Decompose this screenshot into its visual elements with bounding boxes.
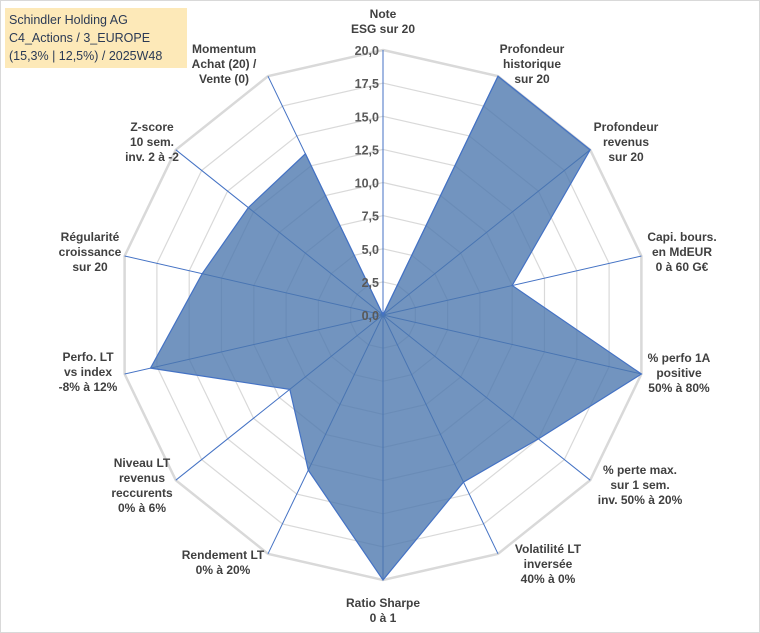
tick-label: 2,5 [362,276,379,290]
axis-label-line: Achat (20) / [192,57,257,71]
tick-label: 10,0 [355,177,379,191]
axis-label-line: Perfo. LT [62,350,114,364]
axis-label-line: sur 1 sem. [610,478,669,492]
tick-label: 5,0 [362,243,379,257]
axis-label: Régularité croissance sur 20 [59,230,122,274]
axis-label-line: Rendement LT [182,548,265,562]
axis-label-line: historique [503,57,561,71]
tick-label: 20,0 [355,44,379,58]
axis-label-line: 40% à 0% [521,572,576,586]
axis-label-line: croissance [59,245,122,259]
axis-label-line: Profondeur [594,120,659,134]
chart-title-line: (15,3% | 12,5%) / 2025W48 [9,49,163,63]
axis-label-line: Régularité [61,230,120,244]
axis-label-line: vs index [64,365,112,379]
axis-label: Volatilité LT inversée 40% à 0% [515,542,582,586]
axis-label-line: reccurents [111,486,173,500]
axis-label-line: Volatilité LT [515,542,582,556]
axis-label-line: inv. 50% à 20% [598,493,683,507]
axis-label-line: Ratio Sharpe [346,596,420,610]
chart-title-line: C4_Actions / 3_EUROPE [9,31,151,45]
axis-label-line: 10 sem. [130,135,174,149]
axis-label-line: % perte max. [603,463,677,477]
axis-label: Profondeur historique sur 20 [500,42,565,86]
axis-label: Z-score 10 sem. inv. 2 à -2 [125,120,179,164]
tick-label: 12,5 [355,143,379,157]
axis-label-line: 0% à 6% [118,501,166,515]
axis-label-line: 0 à 1 [370,611,397,625]
axis-label: Niveau LT revenus reccurents 0% à 6% [111,456,173,515]
axis-label-line: Z-score [130,120,174,134]
axis-label-line: positive [656,366,702,380]
axis-label-line: % perfo 1A [648,351,711,365]
axis-label-line: Note [370,7,397,21]
axis-label-line: sur 20 [608,150,644,164]
axis-label-line: Profondeur [500,42,565,56]
axis-label-line: revenus [119,471,165,485]
axis-label-line: Momentum [192,42,256,56]
axis-label-line: Niveau LT [114,456,171,470]
axis-label-line: 50% à 80% [648,381,710,395]
axis-label-line: sur 20 [72,260,108,274]
axis-label-line: en MdEUR [652,245,712,259]
axis-label: Capi. bours. en MdEUR 0 à 60 G€ [647,230,716,274]
axis-label-line: 0% à 20% [196,563,251,577]
axis-label: Profondeur revenus sur 20 [594,120,659,164]
chart-title-box: Schindler Holding AG C4_Actions / 3_EURO… [5,8,187,68]
axis-label-line: ESG sur 20 [351,22,415,36]
series [149,75,643,581]
axis-label: Rendement LT 0% à 20% [182,548,265,577]
tick-labels: 0,0 2,5 5,0 7,5 10,0 12,5 15,0 17,5 20,0 [355,44,379,323]
tick-label: 17,5 [355,77,379,91]
axis-label-line: inversée [524,557,573,571]
axis-label-line: -8% à 12% [59,380,118,394]
axis-label: % perte max. sur 1 sem. inv. 50% à 20% [598,463,683,507]
axis-label: Ratio Sharpe 0 à 1 [346,596,420,625]
axis-label-line: 0 à 60 G€ [656,260,709,274]
tick-label: 0,0 [362,309,379,323]
axis-label-line: sur 20 [514,72,550,86]
axis-label: Note ESG sur 20 [351,7,415,36]
axis-label-line: Vente (0) [199,72,249,86]
tick-label: 7,5 [362,210,379,224]
axis-label: Perfo. LT vs index -8% à 12% [59,350,118,394]
axis-label: Momentum Achat (20) / Vente (0) [192,42,257,86]
axis-label-line: Capi. bours. [647,230,716,244]
axis-label-line: revenus [603,135,649,149]
axis-label: % perfo 1A positive 50% à 80% [648,351,711,395]
chart-title-line: Schindler Holding AG [9,13,128,27]
tick-label: 15,0 [355,110,379,124]
axis-label-line: inv. 2 à -2 [125,150,179,164]
